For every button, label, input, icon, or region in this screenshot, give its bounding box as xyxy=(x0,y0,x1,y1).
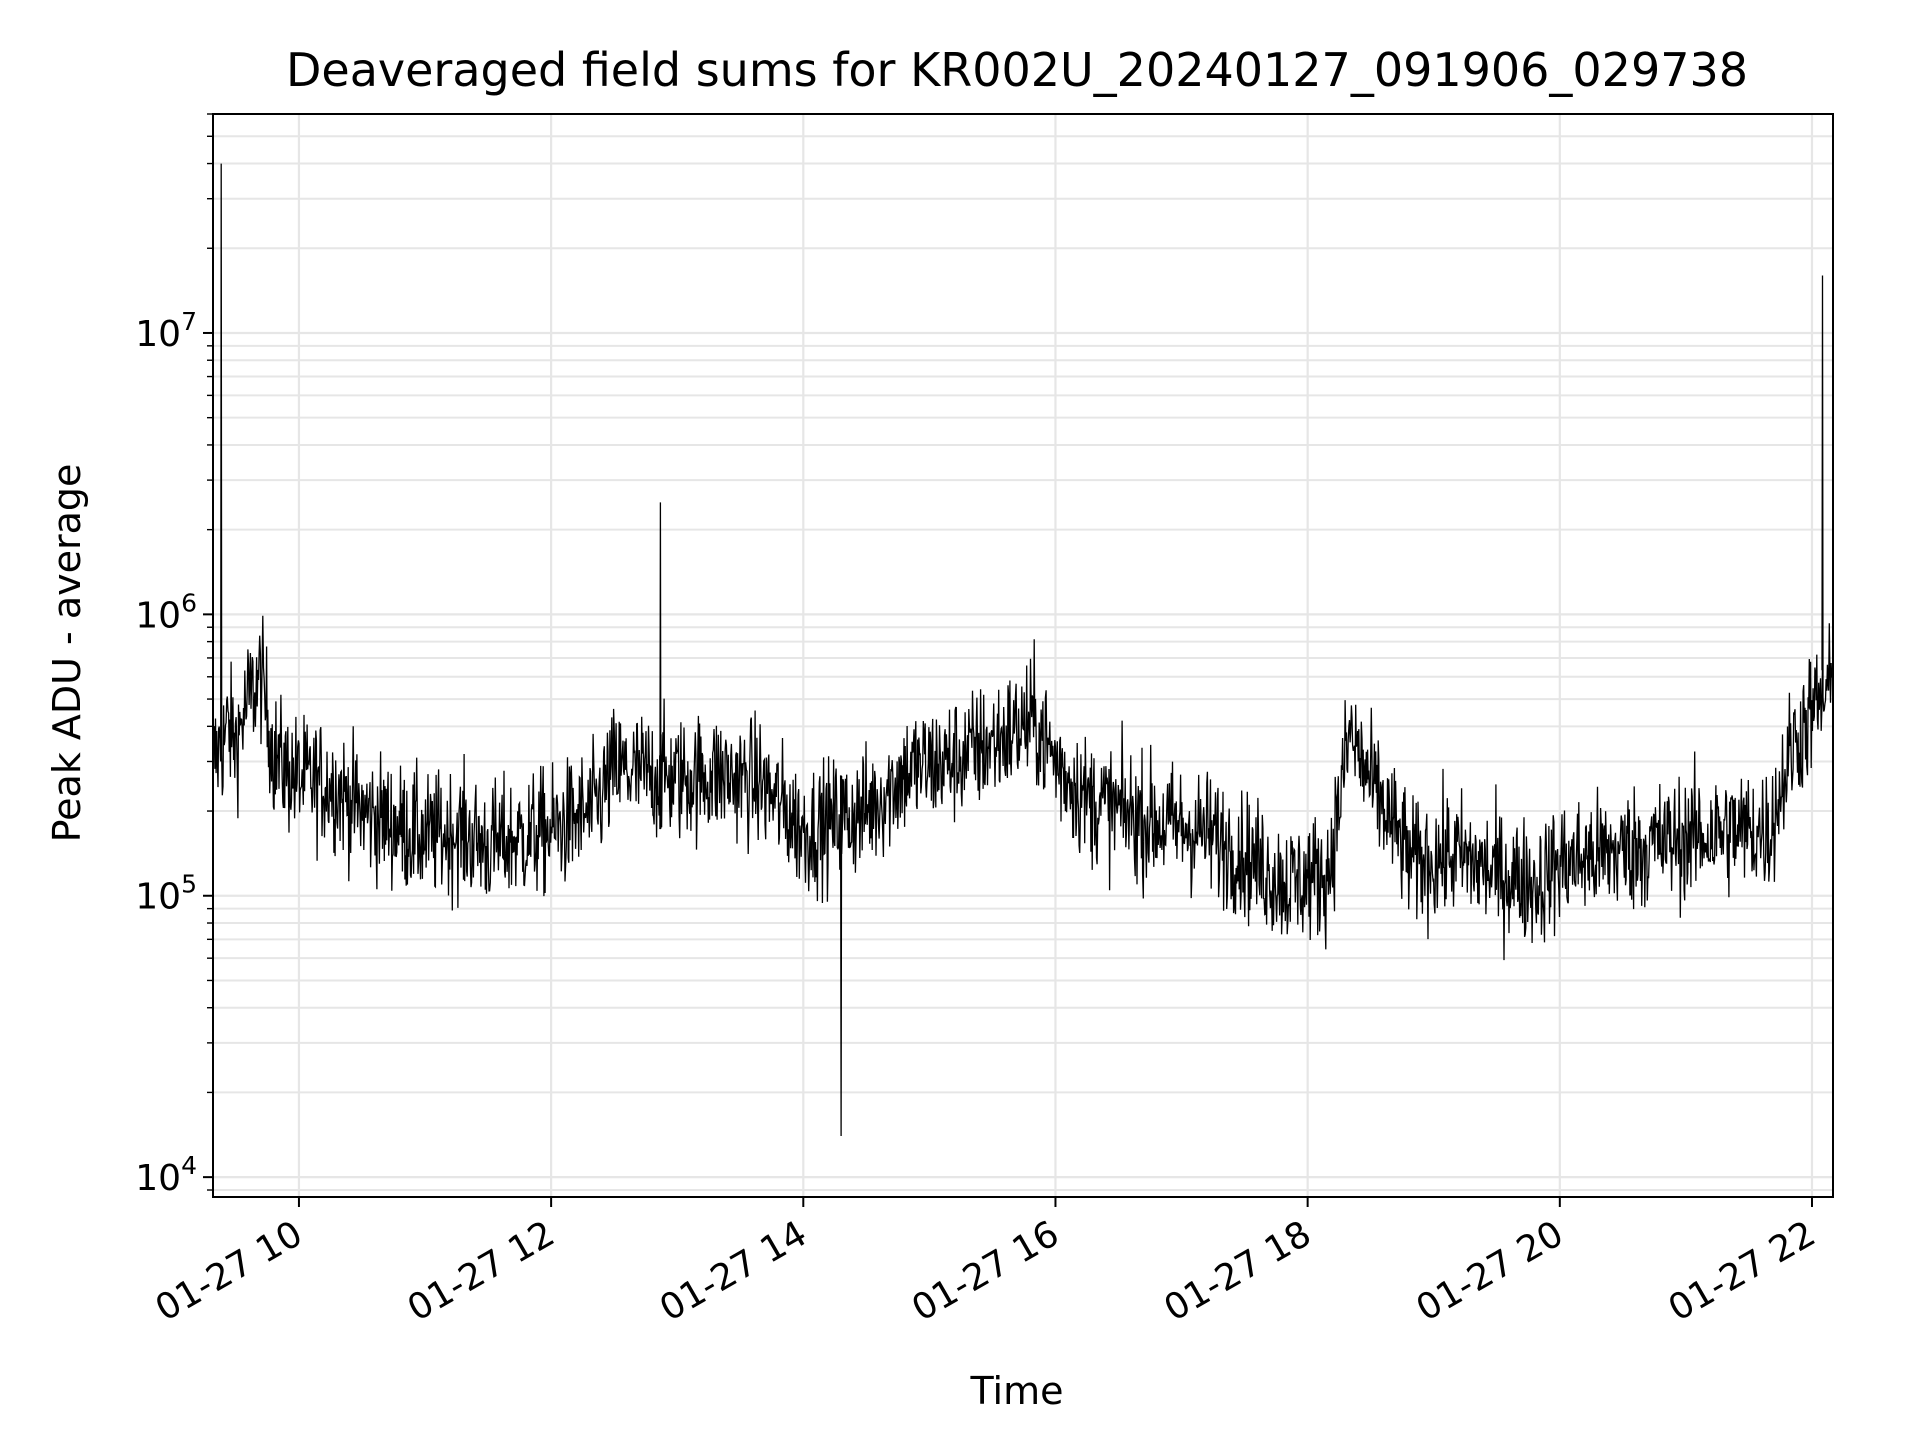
y-tick-base: 10 xyxy=(135,1158,181,1199)
y-tick-label: 107 xyxy=(135,307,197,355)
plot-frame xyxy=(212,113,1834,1198)
y-tick-base: 10 xyxy=(135,595,181,636)
y-tick-label: 105 xyxy=(135,870,197,918)
y-tick-exponent: 7 xyxy=(181,307,197,336)
x-axis-label: Time xyxy=(970,1369,1064,1413)
y-tick-exponent: 5 xyxy=(181,870,197,899)
y-tick-exponent: 4 xyxy=(181,1151,197,1180)
chart-title: Deaveraged field sums for KR002U_2024012… xyxy=(286,43,1748,97)
y-tick-label: 104 xyxy=(135,1151,197,1199)
y-tick-base: 10 xyxy=(135,877,181,918)
series-layer xyxy=(213,163,1833,1137)
grid xyxy=(213,113,1833,1197)
y-axis-label: Peak ADU - average xyxy=(45,464,89,843)
y-tick-label: 106 xyxy=(135,588,197,636)
y-tick-exponent: 6 xyxy=(181,588,197,617)
data-series-line xyxy=(213,163,1833,1137)
y-tick-base: 10 xyxy=(135,314,181,355)
